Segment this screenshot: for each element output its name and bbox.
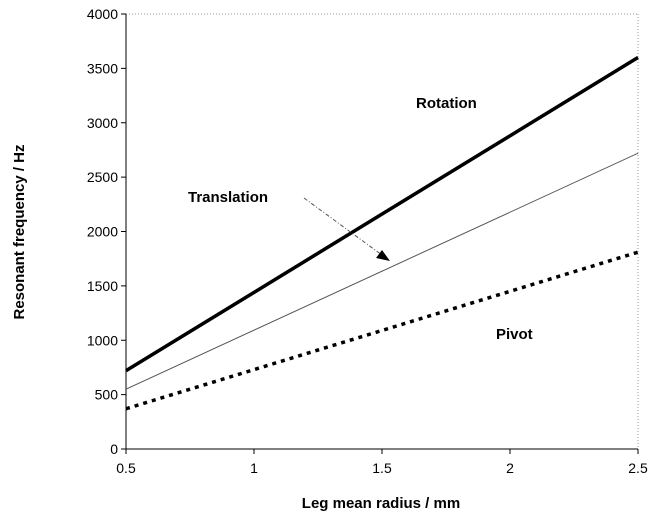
y-tick-label: 4000 xyxy=(87,6,118,22)
translation-arrowhead xyxy=(376,250,390,261)
series-line-pivot xyxy=(125,250,639,411)
annotation-layer: Rotation Translation Pivot xyxy=(188,95,533,343)
translation-leader-line xyxy=(303,197,387,259)
series-line-rotation xyxy=(125,56,639,373)
x-tick-label: 1.5 xyxy=(372,460,392,476)
x-tick-label: 0.5 xyxy=(116,460,136,476)
y-axis-title: Resonant frequency / Hz xyxy=(11,144,28,319)
y-tick-label: 1000 xyxy=(87,332,118,348)
y-tick-label: 1500 xyxy=(87,278,118,294)
annotation-rotation: Rotation xyxy=(416,95,477,112)
annotation-translation: Translation xyxy=(188,189,268,206)
y-tick-label: 2000 xyxy=(87,224,118,240)
x-tick-label: 2.5 xyxy=(628,460,648,476)
y-tick-label: 3000 xyxy=(87,115,118,131)
annotation-pivot: Pivot xyxy=(496,326,533,343)
series-layer xyxy=(125,56,639,411)
x-tick-label: 2 xyxy=(506,460,514,476)
series-line-translation xyxy=(125,152,639,390)
y-tick-label: 2500 xyxy=(87,169,118,185)
y-axis: 0 500 1000 1500 2000 2500 3000 3500 4000 xyxy=(87,6,126,457)
x-axis: 0.5 1 1.5 2 2.5 xyxy=(116,449,648,476)
x-axis-title: Leg mean radius / mm xyxy=(302,495,460,512)
y-tick-label: 0 xyxy=(110,441,118,457)
y-tick-label: 3500 xyxy=(87,60,118,76)
y-tick-label: 500 xyxy=(95,387,119,403)
x-tick-label: 1 xyxy=(250,460,258,476)
plot-frame xyxy=(125,13,639,450)
